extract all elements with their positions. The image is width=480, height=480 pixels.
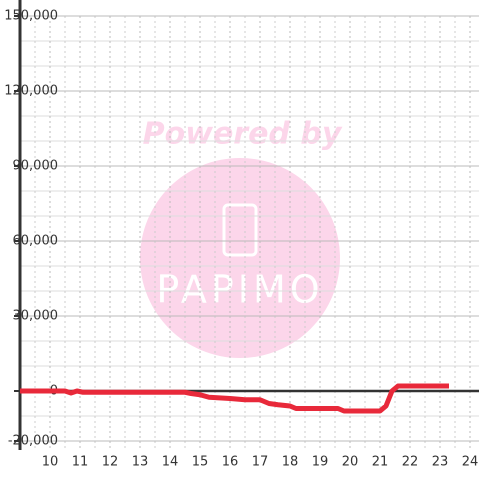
x-tick-label: 22 bbox=[402, 455, 419, 470]
watermark-brand: PAPIMO bbox=[156, 268, 323, 312]
y-tick-label: 60,000 bbox=[13, 234, 59, 249]
x-tick-label: 20 bbox=[342, 455, 359, 470]
y-tick-label: 120,000 bbox=[4, 84, 58, 99]
x-tick-label: 10 bbox=[42, 455, 59, 470]
y-tick-label: -20,000 bbox=[8, 434, 58, 449]
x-tick-label: 23 bbox=[432, 455, 449, 470]
x-tick-label: 19 bbox=[312, 455, 329, 470]
phone-icon bbox=[222, 203, 258, 257]
x-tick-label: 17 bbox=[252, 455, 269, 470]
watermark-caption: Powered by bbox=[143, 117, 343, 152]
x-tick-label: 18 bbox=[282, 455, 299, 470]
y-tick-label: 150,000 bbox=[4, 9, 58, 24]
y-tick-label: 90,000 bbox=[13, 159, 59, 174]
x-tick-label: 12 bbox=[102, 455, 119, 470]
x-tick-label: 15 bbox=[192, 455, 209, 470]
x-tick-label: 24 bbox=[462, 455, 479, 470]
x-tick-label: 14 bbox=[162, 455, 179, 470]
x-tick-label: 21 bbox=[372, 455, 389, 470]
x-tick-label: 16 bbox=[222, 455, 239, 470]
x-tick-label: 13 bbox=[132, 455, 149, 470]
x-tick-label: 11 bbox=[72, 455, 89, 470]
y-tick-label: 30,000 bbox=[13, 309, 59, 324]
series-line bbox=[20, 383, 449, 414]
